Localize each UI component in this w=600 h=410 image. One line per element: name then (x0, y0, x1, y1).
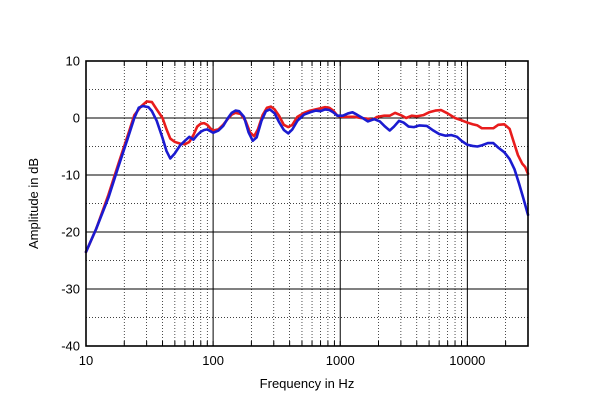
x-tick-label: 1000 (326, 353, 355, 368)
y-tick-label: -10 (61, 168, 80, 183)
series-layer (84, 100, 530, 254)
x-axis-title: Frequency in Hz (260, 376, 355, 391)
x-tick-label: 10000 (449, 353, 485, 368)
x-tick-label: 100 (202, 353, 224, 368)
y-tick-label: 10 (66, 54, 80, 69)
y-tick-label: -40 (61, 339, 80, 354)
y-axis-tick-labels: 10 0 -10 -20 -30 -40 (61, 54, 80, 354)
grid-lines (86, 61, 528, 346)
y-tick-label: -30 (61, 282, 80, 297)
y-tick-label: 0 (73, 111, 80, 126)
y-axis-title: Amplitude in dB (26, 158, 41, 249)
y-tick-label: -20 (61, 225, 80, 240)
series-line-2 (84, 104, 530, 254)
x-tick-label: 10 (79, 353, 93, 368)
x-axis-tick-labels: 10 100 1000 10000 (79, 353, 486, 368)
plot-frame (85, 60, 529, 347)
